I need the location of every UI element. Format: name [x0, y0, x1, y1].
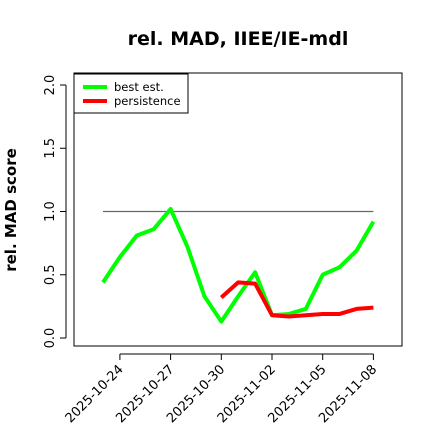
legend: best est. persistence [73, 73, 189, 114]
plot-frame [73, 72, 403, 347]
legend-label-persistence: persistence [114, 94, 181, 108]
y-tick-label: 0.0 [43, 328, 58, 349]
axes-layer: 0.00.51.01.52.02025-10-242025-10-272025-… [43, 75, 380, 427]
chart-title: rel. MAD, IIEE/IE-mdl [128, 28, 349, 50]
legend-label-best-est: best est. [114, 80, 164, 94]
legend-box [73, 73, 189, 114]
series-line-persistence [219, 280, 374, 319]
series-layer [101, 206, 376, 324]
y-axis-label: rel. MAD score [2, 148, 20, 272]
y-tick-label: 0.5 [43, 264, 58, 285]
series-line-best-est [101, 206, 376, 324]
y-tick-label: 2.0 [43, 75, 58, 96]
y-tick-label: 1.0 [43, 201, 58, 222]
y-tick-label: 1.5 [43, 138, 58, 159]
